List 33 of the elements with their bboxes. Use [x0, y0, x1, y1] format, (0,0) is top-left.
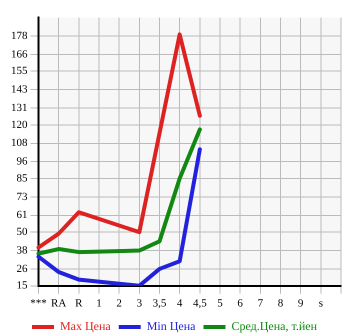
- legend-label: Сред.Цена, т.йен: [231, 319, 318, 334]
- x-tick-label: R: [75, 297, 84, 310]
- y-tick-label: 61: [16, 209, 28, 222]
- x-tick-label: 5: [217, 297, 224, 310]
- x-tick-label: RA: [51, 297, 66, 310]
- x-tick-label: ***: [30, 297, 47, 310]
- legend-label: Max Цена: [60, 319, 112, 334]
- y-tick-label: 143: [11, 84, 28, 96]
- y-tick-label: 85: [16, 172, 28, 184]
- x-tick-label: 6: [237, 297, 244, 310]
- x-tick-label: 4,5: [192, 297, 208, 310]
- y-tick-label: 108: [11, 137, 28, 150]
- legend-label: Min Цена: [146, 319, 196, 334]
- y-tick-label: 50: [16, 226, 28, 238]
- x-tick-label: 3,5: [152, 297, 167, 310]
- x-tick-label: 4: [176, 297, 183, 310]
- y-tick-label: 26: [16, 262, 28, 275]
- y-tick-label: 38: [16, 244, 28, 256]
- y-tick-label: 73: [16, 190, 28, 203]
- x-tick-label: 1: [96, 297, 102, 310]
- y-tick-label: 166: [11, 48, 28, 60]
- y-tick-label: 15: [16, 280, 28, 292]
- x-tick-label: 7: [258, 297, 264, 310]
- y-tick-label: 131: [11, 102, 28, 114]
- x-tick-label: 2: [116, 297, 122, 310]
- x-tick-label: 8: [278, 297, 284, 310]
- y-tick-label: 178: [11, 30, 28, 42]
- y-tick-label: 155: [11, 65, 28, 78]
- y-tick-label: 96: [16, 156, 28, 168]
- x-tick-label: s: [318, 297, 323, 310]
- y-tick-label: 120: [11, 118, 28, 131]
- x-tick-label: 9: [298, 297, 304, 310]
- x-tick-label: 3: [136, 297, 143, 310]
